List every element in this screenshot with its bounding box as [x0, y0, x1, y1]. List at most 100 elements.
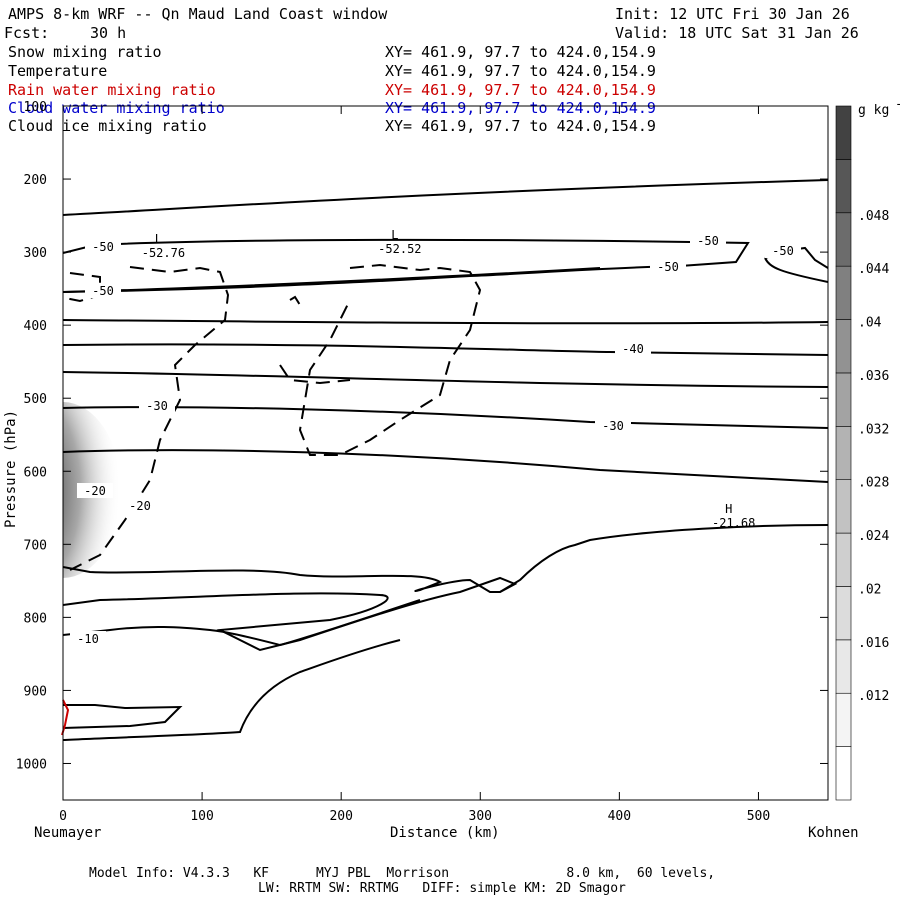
y-tick-label: 400	[24, 319, 47, 334]
y-tick-label: 300	[24, 246, 47, 261]
contour-label-bg	[650, 259, 686, 274]
x-tick-label: 500	[747, 809, 770, 824]
isotherm-line	[63, 371, 828, 388]
contour-label-bg	[595, 418, 631, 433]
contour-label: -10	[77, 632, 99, 646]
contour-label: -20	[129, 499, 151, 513]
valid-time: Valid: 18 UTC Sat 31 Jan 26	[615, 24, 859, 42]
contour-label-bg	[122, 498, 158, 513]
colorbar-tick-label: .024	[858, 529, 889, 544]
isotherm-line	[63, 576, 518, 652]
extremum-type: H	[725, 502, 732, 516]
y-tick-label: 1000	[16, 757, 47, 772]
forecast-hours: 30 h	[90, 24, 127, 42]
contour-label-bg	[85, 239, 121, 254]
x-tick-label: 100	[190, 809, 213, 824]
cloud-ice-line	[298, 263, 482, 456]
colorbar-unit: g kg	[858, 103, 889, 118]
colorbar-tick-label: .032	[858, 422, 889, 437]
contour-label: -50	[92, 240, 114, 254]
colorbar-swatch	[835, 692, 852, 747]
model-physics: LW: RRTM SW: RRTMG DIFF: simple KM: 2D S…	[258, 881, 626, 896]
x-tick-label: 300	[469, 809, 492, 824]
y-tick-label: 100	[24, 100, 47, 115]
legend-snow-xy: XY= 461.9, 97.7 to 424.0,154.9	[385, 43, 656, 61]
colorbar-tick-label: .028	[858, 476, 889, 491]
colorbar-tick-label: .012	[858, 689, 889, 704]
colorbar-swatch	[835, 159, 852, 214]
colorbar-tick-label: .016	[858, 636, 889, 651]
colorbar-swatch	[835, 265, 852, 320]
isotherm-line	[63, 179, 828, 216]
contour-label: -50	[697, 234, 719, 248]
plot-frame	[62, 105, 829, 801]
cloud-ice-line	[289, 295, 301, 306]
y-tick-label: 600	[24, 465, 47, 480]
legend-rain-xy: XY= 461.9, 97.7 to 424.0,154.9	[385, 81, 656, 99]
colorbar-swatch	[835, 586, 852, 641]
isotherm-line	[63, 238, 750, 293]
colorbar-unit-exp: -1	[895, 97, 900, 112]
colorbar-tick-label: .048	[858, 209, 889, 224]
legend-cloud-water: Cloud water mixing ratio	[8, 99, 225, 117]
init-time: Init: 12 UTC Fri 30 Jan 26	[615, 5, 850, 23]
colorbar-swatch	[835, 639, 852, 694]
isotherm-line	[63, 639, 401, 741]
isotherm-line	[63, 343, 828, 356]
isotherm-line	[63, 704, 183, 729]
colorbar-swatch	[835, 746, 852, 801]
colorbar-swatch	[835, 532, 852, 587]
contour-label: -30	[146, 399, 168, 413]
colorbar-tick-label: .02	[858, 582, 881, 597]
colorbar-swatch	[835, 105, 852, 160]
colorbar-swatch	[835, 212, 852, 267]
x-tick-label: 400	[608, 809, 631, 824]
legend-cloud-ice-xy: XY= 461.9, 97.7 to 424.0,154.9	[385, 117, 656, 135]
contour-label-bg	[77, 483, 113, 498]
colorbar-tick-label: .036	[858, 369, 889, 384]
extremum-value: -52.52	[378, 242, 421, 256]
legend-cloud-ice: Cloud ice mixing ratio	[8, 117, 207, 135]
extremum-type: L	[391, 228, 398, 242]
cloud-ice-line	[279, 364, 351, 385]
legend-temperature-xy: XY= 461.9, 97.7 to 424.0,154.9	[385, 62, 656, 80]
isotherm-line	[63, 406, 828, 429]
contour-label: -50	[92, 284, 114, 298]
temperature-contours	[63, 179, 828, 741]
contour-labels: -50 -50 -50 -50 -50 -40 -30 -30 -20 -20 -10	[70, 233, 801, 646]
isotherm-line	[764, 257, 828, 283]
legend-snow: Snow mixing ratio	[8, 43, 162, 61]
x-axis-title: Distance (km)	[390, 825, 500, 841]
model-info: Model Info: V4.3.3 KF MYJ PBL Morrison 8…	[89, 866, 716, 881]
colorbar-swatch	[835, 426, 852, 480]
y-tick-label: 500	[24, 392, 47, 407]
contour-label: -40	[622, 342, 644, 356]
forecast-label: Fcst:	[4, 24, 50, 42]
contour-label: -50	[657, 260, 679, 274]
colorbar-tick-label: .044	[858, 262, 889, 277]
cloud-ice-contours	[64, 263, 482, 571]
chart-title: AMPS 8-km WRF -- Qn Maud Land Coast wind…	[8, 5, 388, 23]
extremum-type: L	[155, 232, 162, 246]
extrema-labels: L-52.76L-52.52H-21.68	[142, 228, 756, 530]
x-tick-label: 200	[329, 809, 352, 824]
extremum-value: -52.76	[142, 246, 185, 260]
y-tick-label: 900	[24, 684, 47, 699]
isotherm-line	[63, 267, 601, 293]
axes: 0 100 200 300 400 500 100 200 300 400 500 600 700 800…	[16, 100, 828, 824]
isotherm-line	[63, 449, 828, 483]
y-tick-label: 700	[24, 538, 47, 553]
contour-label-bg	[690, 233, 726, 248]
x-right-label: Kohnen	[808, 825, 859, 841]
contour-label: -20	[84, 484, 106, 498]
colorbar-swatch	[835, 372, 852, 427]
contour-label-bg	[615, 341, 651, 356]
extremum-value: -21.68	[712, 516, 755, 530]
contour-label: -30	[602, 419, 624, 433]
contour-label: -50	[772, 244, 794, 258]
y-axis-title: Pressure (hPa)	[3, 409, 20, 529]
colorbar-swatch	[835, 319, 852, 374]
legend-temperature: Temperature	[8, 62, 108, 80]
legend-cloud-water-xy: XY= 461.9, 97.7 to 424.0,154.9	[385, 99, 656, 117]
